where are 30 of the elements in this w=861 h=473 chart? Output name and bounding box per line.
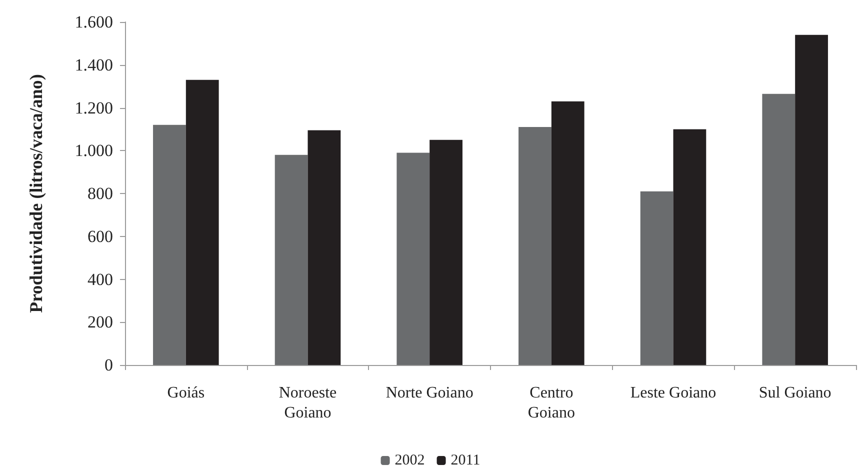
bar [153,124,186,365]
bar [186,80,219,365]
bar [795,34,828,365]
y-tick-label: 800 [88,184,113,203]
y-tick-label: 400 [88,270,113,289]
bar [762,94,796,365]
x-tick-label: Centro Goiano [528,384,575,422]
y-tick-label: 1.000 [74,141,113,160]
x-tick-label: Leste Goiano [630,384,716,402]
y-tick-label: 1.200 [74,98,113,118]
bar [673,129,706,365]
y-tick-label: 0 [104,356,113,374]
x-tick-label: Goiás [167,384,205,402]
x-tick-label: Sul Goiano [758,384,832,402]
x-tick-label: Noroeste Goiano [278,384,337,422]
y-tick-label: 600 [88,226,113,246]
legend-label: 2011 [450,452,480,468]
bar [640,191,674,365]
legend-label: 2002 [394,452,425,468]
bar [274,154,308,365]
y-tick-label: 1.400 [74,55,113,74]
y-tick-label: 1.600 [74,12,113,32]
x-tick-label: Norte Goiano [386,384,474,402]
bar [518,127,552,365]
bar [430,140,462,365]
y-tick-label: 200 [88,312,113,332]
y-axis-title: Produtividade (litros/vaca/ano) [26,74,46,313]
bar [308,130,341,365]
bar [396,152,430,365]
bar [551,101,584,365]
